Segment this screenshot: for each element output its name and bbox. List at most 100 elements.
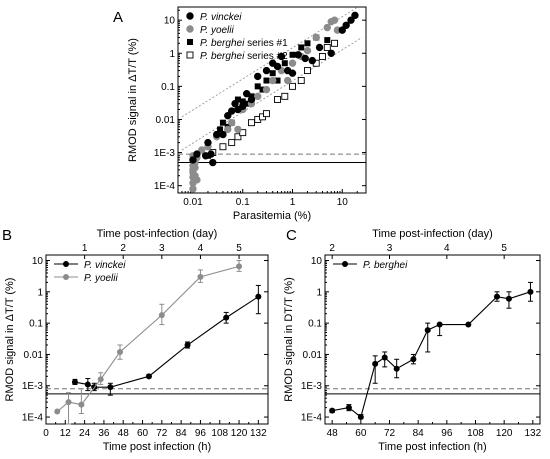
data-point-p-vinckei (327, 49, 335, 57)
B-xtick-label: 120 (231, 428, 248, 439)
data-point-p-vinckei (315, 43, 324, 52)
B-xtick-label: 60 (137, 428, 149, 439)
C-data-point (494, 293, 500, 300)
B-xlabel: Time post infection (h) (103, 441, 211, 453)
C-ytick-label: 1 (316, 287, 322, 298)
data-point-p-berghei-series-2 (289, 82, 296, 90)
C-data-point (410, 356, 417, 363)
A-xtick-label: 0.01 (183, 197, 203, 208)
C-ylabel: RMOD signal in DT/T (%) (283, 277, 295, 401)
A-ytick-label: 1E-4 (154, 181, 176, 192)
C-data-point (357, 414, 364, 421)
data-point-p-vinckei (247, 95, 256, 104)
data-point-p-yoelii (283, 76, 292, 85)
data-point-p-berghei-series-1 (324, 37, 331, 44)
panel-label-c: C (286, 227, 297, 244)
B-xtick-label: 84 (176, 428, 188, 439)
C-ytick-label: 0.1 (308, 319, 322, 330)
B-data-point (197, 273, 204, 280)
C-x2tick-label: 3 (387, 243, 393, 254)
C-data-point (527, 288, 534, 295)
B-xtick-label: 36 (98, 428, 110, 439)
C-ytick-label: 10 (311, 256, 323, 267)
C-data-point (329, 407, 336, 414)
data-point-p-yoelii (262, 85, 271, 94)
data-point-p-vinckei (294, 51, 302, 59)
panel-label-b: B (2, 227, 12, 244)
data-point-p-yoelii (224, 125, 232, 134)
B-xtick-label: 132 (250, 428, 267, 439)
data-point-p-vinckei (347, 16, 355, 24)
C-xtick-label: 72 (384, 428, 396, 439)
C-data-point (372, 360, 379, 367)
data-point-p-vinckei (219, 130, 227, 139)
data-point-p-yoelii (193, 176, 201, 184)
data-point-p-berghei-series-2 (234, 133, 242, 141)
C-x2tick-label: 4 (444, 243, 450, 254)
B-series-line-1 (56, 265, 240, 412)
C-xtick-label: 120 (496, 428, 513, 439)
data-point-p-vinckei (308, 56, 317, 65)
B-xtick-label: 48 (118, 428, 130, 439)
A-ytick-label: 1E-3 (154, 148, 176, 159)
legend-label-3: P. berghei series #2 (200, 51, 288, 62)
data-point-p-berghei-series-1 (281, 60, 288, 67)
data-point-p-berghei-series-2 (281, 92, 289, 100)
A-xlabel: Parasitemia (%) (233, 210, 311, 222)
C-data-point (465, 321, 472, 328)
A-ylabel: RMOD signal in ΔT/T (%) (127, 38, 139, 162)
B-x2tick-label: 3 (159, 243, 165, 254)
B-xtick-label: 96 (195, 428, 207, 439)
B-x2tick-label: 1 (82, 243, 88, 254)
data-point-p-berghei-series-2 (319, 53, 326, 60)
B-data-point (78, 401, 85, 408)
data-point-p-berghei-series-2 (248, 119, 255, 127)
A-ytick-label: 1 (169, 49, 175, 60)
C-ytick-label: 1E-3 (301, 381, 323, 392)
B-data-point (54, 408, 61, 415)
data-point-p-vinckei (209, 158, 217, 167)
B-xtick-label: 24 (79, 428, 91, 439)
data-point-p-berghei-series-1 (263, 77, 270, 84)
B-xtick-label: 0 (43, 428, 49, 439)
B-x2tick-label: 5 (236, 243, 242, 254)
data-point-p-berghei-series-1 (254, 83, 261, 90)
legend-label-0: P. vinckei (200, 12, 242, 23)
data-point-p-yoelii (254, 92, 262, 101)
data-point-p-vinckei (351, 11, 359, 20)
A-xtick-label: 1 (290, 197, 296, 208)
B-xtick-label: 108 (211, 428, 228, 439)
legend-marker-0 (186, 12, 194, 20)
C-xlabel: Time post infection (h) (378, 441, 486, 453)
data-point-p-berghei-series-1 (304, 40, 311, 47)
data-point-p-yoelii (198, 146, 206, 154)
data-point-p-vinckei (254, 72, 262, 81)
data-point-p-vinckei (239, 102, 247, 110)
C-ytick-label: 1E-4 (301, 413, 323, 424)
data-point-p-vinckei (207, 150, 215, 158)
B-data-point (84, 381, 91, 388)
data-point-p-berghei-series-1 (234, 96, 241, 103)
data-point-p-berghei-series-1 (219, 119, 226, 126)
data-point-p-vinckei (227, 107, 236, 115)
data-point-p-yoelii (227, 118, 236, 127)
B-xtick-label: 72 (156, 428, 168, 439)
data-point-p-berghei-series-1 (243, 100, 250, 107)
data-point-p-vinckei (204, 138, 212, 147)
data-point-p-berghei-series-2 (323, 43, 331, 51)
data-point-p-berghei-series-1 (289, 51, 296, 58)
B-x2tick-label: 4 (198, 243, 204, 254)
data-point-p-berghei-series-1 (269, 70, 276, 77)
C-plot-frame (324, 254, 541, 425)
C-data-point (436, 321, 443, 328)
B-data-point (255, 293, 262, 300)
B-data-point (107, 384, 114, 391)
B-x2label: Time post-infection (day) (97, 228, 218, 240)
data-point-p-yoelii (268, 76, 277, 85)
C-ytick-label: 0.01 (303, 350, 323, 361)
B-ytick-label: 10 (32, 256, 44, 267)
legend-marker-2 (187, 39, 193, 45)
C-data-point (424, 327, 431, 334)
data-point-p-yoelii (323, 23, 331, 32)
data-point-p-berghei-series-1 (217, 126, 224, 133)
